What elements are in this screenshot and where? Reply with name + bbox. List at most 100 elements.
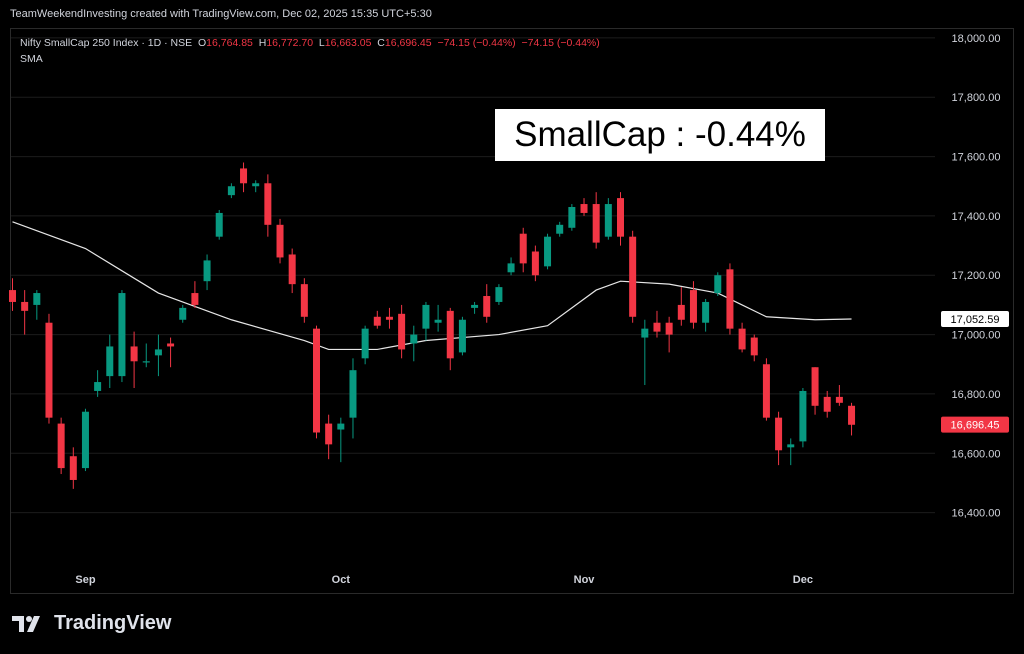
change-value-2: −74.15 (−0.44%) [521,37,600,49]
candle [9,278,16,311]
candle [167,337,175,368]
candle [106,334,114,388]
candle [556,221,564,237]
candle-body [762,364,770,418]
candle-body [142,361,150,363]
sma-price-badge [941,310,1009,327]
candle [142,343,150,368]
candle [446,307,454,371]
grid [11,37,935,514]
candle-body [106,346,114,377]
candle-body [154,349,162,356]
candle [337,417,345,463]
candle [629,230,637,323]
candle-body [714,275,722,294]
candle-body [483,296,491,317]
candle [240,162,248,193]
candle-body [726,269,734,329]
footer-brand: TradingView [12,612,171,635]
candle-body [57,423,65,469]
candle-body [835,396,843,403]
candle-body [519,233,527,264]
candle-body [531,251,539,276]
candle-body [33,293,41,305]
low-label: L [318,37,325,49]
chart-attribution: TeamWeekendInvesting created with Tradin… [10,8,432,20]
candle-body [313,328,320,433]
candle-body [276,224,284,258]
candle [799,387,807,448]
close-value: 16,696.45 [384,37,432,49]
candle [227,183,235,199]
candle-body [689,290,697,323]
candle-body [325,423,333,445]
candle-body [665,322,673,335]
candle-body [94,382,102,391]
candle [300,278,308,323]
candle [252,180,260,193]
candle-body [300,284,308,317]
candle-body [823,396,831,412]
price-badges: 17,052.59 16,696.45 [941,310,1009,433]
candle-body [629,236,637,317]
candle-body [446,310,454,359]
y-tick-label: 17,400.00 [952,211,1001,223]
low-value: 16,663.05 [324,37,372,49]
y-axis: 18,000.00 17,800.00 17,600.00 17,400.00 17,2… [952,33,1001,520]
candle-body [203,260,211,282]
tradingview-logo-icon [12,615,40,632]
candle [604,198,612,240]
candles-layer [9,162,856,489]
candle [714,272,722,297]
x-axis: Sep Oct Nov Dec [75,574,813,586]
candle-body [604,204,612,237]
candle-body [641,328,649,338]
close-label: C [377,37,385,49]
footer-brand-text: TradingView [54,612,172,634]
y-tick-label: 17,000.00 [952,330,1001,342]
candle [775,411,783,466]
candle-body [653,322,661,332]
x-tick-label: Sep [75,574,95,586]
candle [21,290,29,335]
candle-body [544,236,552,267]
candle-body [69,456,77,480]
last-price-badge [941,416,1009,433]
y-tick-label: 17,600.00 [952,152,1001,164]
candle [580,198,588,216]
candle [45,313,53,424]
candle-body [227,186,235,196]
candle [726,263,734,335]
candle [544,233,552,270]
candle [471,301,479,314]
candle [750,334,758,362]
symbol-legend[interactable]: Nifty SmallCap 250 Index · 1D · NSE O16,… [20,37,600,49]
y-tick-label: 17,200.00 [952,270,1001,282]
candle [361,325,369,365]
candle-body [775,417,783,451]
candle [130,331,138,388]
candle [422,301,430,341]
candle-body [130,346,138,362]
candle [653,310,661,338]
candle [507,257,515,276]
indicator-legend[interactable]: SMA [20,53,43,65]
candle-body [9,290,16,302]
candle [154,334,162,377]
candle-body [179,307,187,320]
candle-body [252,183,260,187]
candle [458,316,466,356]
candle-body [495,287,503,302]
y-tick-label: 18,000.00 [952,33,1001,45]
candle-body [592,204,600,243]
candle [519,227,527,273]
sma-layer [12,221,852,351]
candle [702,298,710,332]
x-tick-label: Nov [574,574,596,586]
candle [410,325,418,362]
candle [738,322,746,353]
candle-body [264,183,272,225]
candle-body [240,168,248,184]
candle [677,287,685,326]
